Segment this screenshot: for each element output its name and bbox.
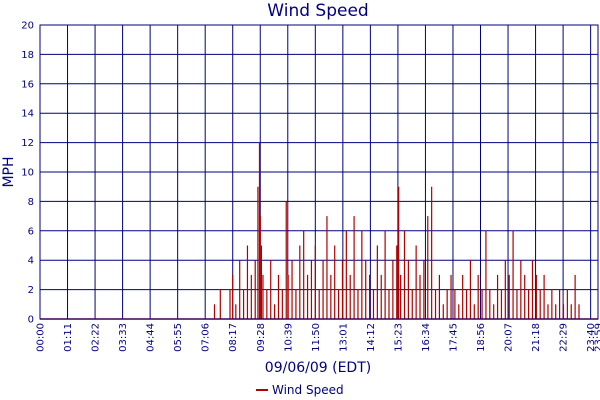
x-tick-label: 11:50 xyxy=(311,323,322,352)
x-axis-label: 09/06/09 (EDT) xyxy=(265,360,371,376)
x-tick-label: 10:39 xyxy=(283,323,294,352)
x-tick-label: 18:56 xyxy=(476,323,487,352)
x-tick-label: 09:28 xyxy=(256,323,267,352)
x-tick-label: 20:07 xyxy=(504,323,515,352)
y-tick-label: 0 xyxy=(28,315,34,326)
x-tick-label: 15:23 xyxy=(393,323,404,352)
x-tick-label: 17:45 xyxy=(448,323,459,352)
legend-label: Wind Speed xyxy=(272,383,344,397)
y-tick-label: 20 xyxy=(21,21,34,32)
x-tick-label: 22:29 xyxy=(559,323,570,352)
y-axis-ticks: 0 2 4 6 8 10 12 14 16 18 20 xyxy=(21,21,34,326)
x-tick-label: 07:06 xyxy=(201,323,212,352)
x-tick-label: 00:00 xyxy=(36,323,47,352)
x-tick-label: 13:01 xyxy=(338,323,349,352)
chart-title: Wind Speed xyxy=(267,1,368,21)
x-tick-label: 05:55 xyxy=(173,323,184,352)
x-tick-label: 08:17 xyxy=(228,323,239,352)
x-tick-label: 14:12 xyxy=(366,323,377,352)
y-tick-label: 2 xyxy=(28,285,34,296)
y-tick-label: 14 xyxy=(21,109,34,120)
grid-lines xyxy=(39,24,599,320)
x-tick-label: 01:11 xyxy=(63,323,74,352)
y-tick-label: 8 xyxy=(28,197,34,208)
x-tick-label: 03:33 xyxy=(118,323,129,352)
x-tick-label: 02:22 xyxy=(91,323,102,352)
y-tick-label: 18 xyxy=(21,50,34,61)
x-tick-label: 04:44 xyxy=(146,323,157,352)
y-tick-label: 16 xyxy=(21,79,34,90)
x-tick-label: 21:18 xyxy=(531,323,542,352)
y-tick-label: 6 xyxy=(28,226,34,237)
x-tick-label: 16:34 xyxy=(421,323,432,352)
x-tick-label: 23:59 xyxy=(594,323,600,352)
legend: Wind Speed xyxy=(256,383,344,397)
x-tick-label: 23:40 xyxy=(586,323,597,352)
y-axis-label: MPH xyxy=(1,156,17,187)
y-tick-label: 12 xyxy=(21,138,34,149)
y-tick-label: 10 xyxy=(21,168,34,179)
plot-frame xyxy=(39,24,599,320)
y-tick-label: 4 xyxy=(28,256,34,267)
x-axis-ticks: 00:00 01:11 02:22 03:33 04:44 05:55 07:06 08:17… xyxy=(36,323,600,352)
